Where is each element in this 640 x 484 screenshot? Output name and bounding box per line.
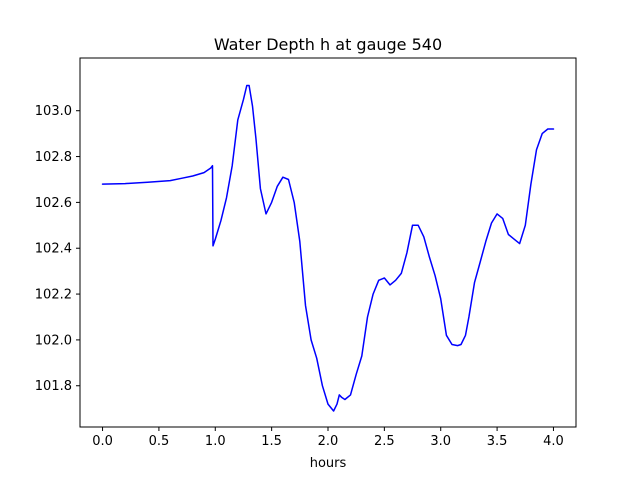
y-tick-label: 103.0 [35, 104, 72, 119]
data-series [101, 84, 555, 412]
y-axis-ticks: 101.8 102.0 102.2 102.4 102.6 102.8 103.0 [35, 104, 80, 394]
y-tick-label: 102.4 [35, 242, 72, 257]
x-tick-label: 0.0 [92, 434, 113, 449]
chart-title: Water Depth h at gauge 540 [214, 35, 442, 54]
series-line [101, 84, 555, 412]
x-axis-label: hours [310, 456, 347, 471]
y-tick-label: 101.8 [35, 379, 72, 394]
y-tick-label: 102.0 [35, 333, 72, 348]
plot-frame [79, 57, 577, 428]
y-tick-label: 102.8 [35, 150, 72, 165]
x-tick-label: 4.0 [543, 434, 564, 449]
y-tick-label: 102.2 [35, 288, 72, 303]
x-tick-label: 1.5 [261, 434, 282, 449]
x-axis-ticks: 0.0 0.5 1.0 1.5 2.0 2.5 3.0 3.5 4.0 [92, 427, 564, 449]
x-tick-label: 2.5 [374, 434, 395, 449]
y-tick-label: 102.6 [35, 196, 72, 211]
x-tick-label: 3.5 [487, 434, 508, 449]
x-tick-label: 2.0 [318, 434, 339, 449]
x-tick-label: 0.5 [149, 434, 170, 449]
x-tick-label: 1.0 [205, 434, 226, 449]
x-tick-label: 3.0 [430, 434, 451, 449]
